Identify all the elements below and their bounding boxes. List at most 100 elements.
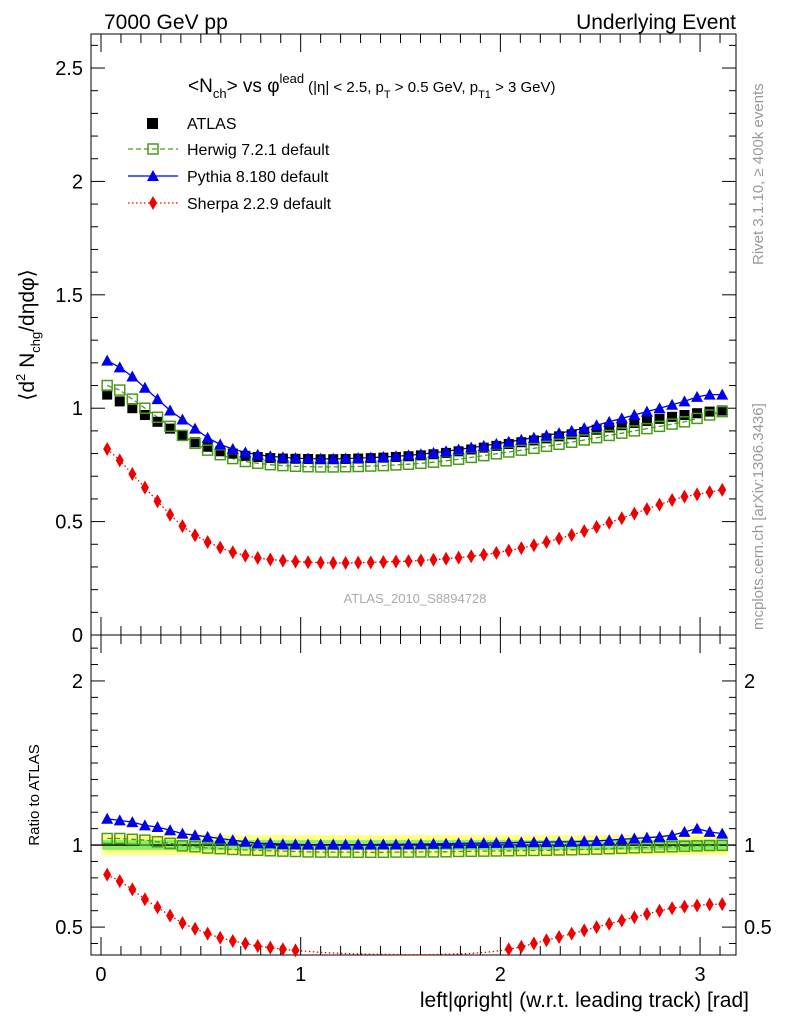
ratio-point-pythia (452, 837, 465, 849)
main-point-sherpa (291, 554, 300, 569)
main-point-herwig (653, 420, 666, 433)
main-ytick-label: 2.5 (55, 58, 83, 80)
ratio-point-pythia (565, 835, 578, 847)
main-point-pythia (302, 452, 315, 464)
ratio-point-pythia (540, 836, 553, 848)
main-point-sherpa (705, 485, 714, 500)
ratio-point-sherpa (128, 882, 137, 897)
main-point-sherpa (128, 466, 137, 481)
main-point-pythia (440, 445, 453, 457)
ratio-point-pythia (502, 836, 515, 848)
title-main: <N (188, 76, 213, 97)
main-point-sherpa (680, 489, 689, 504)
ratio-point-sherpa (191, 921, 200, 936)
ratio-ytick-label: 1 (72, 835, 83, 857)
ratio-point-sherpa (140, 892, 149, 907)
main-point-sherpa (555, 531, 564, 546)
main-point-atlas (654, 413, 665, 424)
ratio-point-pythia (628, 832, 641, 844)
main-point-sherpa (341, 555, 350, 570)
main-point-sherpa (304, 555, 313, 570)
legend-atlas-marker (147, 118, 158, 129)
main-point-pythia (389, 450, 402, 462)
main-point-sherpa (580, 524, 589, 539)
main-line-sherpa (106, 448, 723, 564)
main-point-sherpa (191, 528, 200, 543)
ratio-point-sherpa (655, 903, 664, 918)
ratio-point-pythia (138, 819, 151, 831)
main-point-atlas (215, 446, 226, 457)
ratio-point-pythia (465, 837, 478, 849)
main-point-pythia (515, 433, 528, 445)
ratio-ytick-label-right: 1 (744, 835, 755, 857)
main-point-pythia (189, 422, 202, 434)
ratio-point-pythia (515, 836, 528, 848)
x-axis-label: left|φright| (w.r.t. leading track) [rad… (420, 989, 749, 1012)
main-point-pythia (490, 437, 503, 449)
ratio-point-pythia (716, 827, 729, 839)
ratio-point-sherpa (642, 906, 651, 921)
main-point-sherpa (416, 553, 425, 568)
ratio-point-sherpa (630, 910, 639, 925)
xtick-label: 3 (694, 964, 705, 986)
main-point-herwig (616, 427, 628, 439)
ratio-point-herwig (214, 842, 226, 855)
main-ytick-label: 1.5 (55, 285, 83, 307)
ylabel-sup: 2 (13, 374, 28, 381)
ratio-point-pythia (352, 838, 365, 850)
main-point-pythia (126, 370, 139, 382)
ratio-point-sherpa (705, 897, 714, 912)
main-point-pythia (540, 429, 553, 441)
ratio-point-pythia (603, 834, 616, 846)
ratio-point-pythia (164, 824, 177, 836)
ratio-point-pythia (276, 838, 289, 850)
main-point-atlas (616, 420, 627, 431)
main-point-pythia (703, 388, 716, 400)
main-point-pythia (716, 388, 729, 400)
main-ytick-label: 2 (72, 171, 83, 193)
ratio-point-pythia (590, 834, 603, 846)
main-point-herwig (151, 411, 164, 424)
main-point-pythia (276, 451, 289, 463)
main-point-sherpa (278, 553, 287, 568)
ratio-point-pythia (189, 829, 202, 841)
main-point-sherpa (529, 538, 538, 553)
main-point-herwig (114, 384, 126, 396)
main-point-herwig (590, 431, 603, 444)
main-point-sherpa (241, 548, 250, 563)
main-point-pythia (553, 427, 566, 439)
ratio-point-sherpa (567, 926, 576, 941)
main-point-sherpa (479, 547, 488, 562)
main-point-sherpa (517, 541, 526, 556)
main-point-pythia (314, 452, 327, 464)
ratio-point-pythia (126, 816, 139, 828)
main-point-pythia (101, 354, 114, 366)
main-point-sherpa (467, 549, 476, 564)
ratio-point-herwig (691, 840, 703, 852)
ratio-point-pythia (678, 825, 691, 837)
main-point-pythia (364, 451, 377, 463)
main-point-herwig (189, 437, 201, 450)
ratio-ytick-label: 2 (72, 671, 83, 693)
ratio-point-pythia (691, 822, 704, 834)
main-point-herwig (691, 412, 703, 425)
ratio-point-pythia (113, 814, 126, 826)
main-point-sherpa (454, 550, 463, 565)
ratio-point-herwig (101, 832, 113, 845)
main-point-herwig (565, 436, 578, 448)
main-point-sherpa (655, 497, 664, 512)
main-point-herwig (503, 446, 515, 458)
ratio-point-pythia (101, 812, 114, 824)
main-point-sherpa (379, 554, 388, 569)
ratio-point-sherpa (680, 899, 689, 914)
ratio-ytick-label-right: 2 (744, 671, 755, 693)
main-point-herwig (628, 425, 641, 437)
ratio-point-sherpa (253, 938, 262, 953)
main-point-herwig (553, 438, 565, 451)
main-point-sherpa (178, 519, 187, 534)
main-point-sherpa (153, 494, 162, 509)
main-point-herwig (101, 379, 113, 392)
main-point-herwig (603, 429, 615, 442)
main-point-pythia (289, 452, 302, 464)
main-point-atlas (102, 389, 113, 400)
